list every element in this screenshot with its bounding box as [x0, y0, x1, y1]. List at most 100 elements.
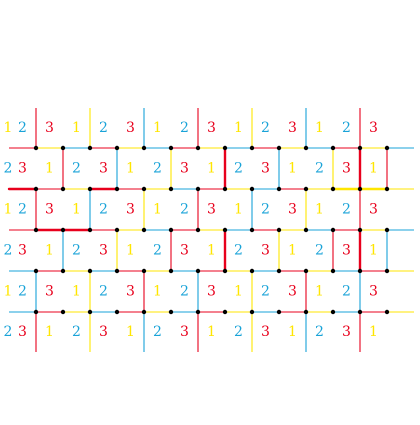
cell-label: 3	[261, 243, 270, 259]
cell-label: 3	[126, 284, 135, 300]
lattice-node	[141, 186, 147, 192]
lattice-node	[384, 186, 390, 192]
cell-label: 2	[180, 202, 189, 218]
lattice-node	[222, 268, 228, 274]
lattice-node	[114, 145, 120, 151]
lattice-node	[249, 309, 255, 315]
lattice-node	[60, 186, 66, 192]
cell-label: 2	[261, 120, 270, 136]
cell-label: 3	[369, 120, 378, 136]
cell-label: 3	[18, 243, 27, 259]
lattice-node	[168, 309, 174, 315]
lattice-node	[141, 268, 147, 274]
cell-label: 1	[153, 120, 162, 136]
lattice-node	[195, 186, 201, 192]
cell-label: 3	[99, 161, 108, 177]
cell-label: 2	[18, 284, 27, 300]
cell-label: 3	[342, 243, 351, 259]
lattice-node	[249, 268, 255, 274]
cell-label: 3	[18, 161, 27, 177]
cell-label: 3	[288, 120, 297, 136]
cell-label: 3	[99, 324, 108, 340]
cell-label: 1	[72, 202, 81, 218]
cell-label: 1	[207, 161, 216, 177]
cell-label: 2	[234, 161, 243, 177]
lattice-node	[33, 309, 39, 315]
cell-label: 1	[234, 202, 243, 218]
lattice-node	[357, 268, 363, 274]
lattice-node	[249, 227, 255, 233]
cell-label: 3	[99, 243, 108, 259]
cell-label: 3	[18, 324, 27, 340]
cell-label: 1	[369, 243, 378, 259]
cell-label: 2	[18, 120, 27, 136]
cell-label: 2	[72, 324, 81, 340]
lattice-node	[276, 186, 282, 192]
lattice-node	[87, 268, 93, 274]
lattice-node	[168, 227, 174, 233]
cell-label: 2	[153, 324, 162, 340]
cell-label: 1	[72, 284, 81, 300]
lattice-node	[60, 145, 66, 151]
lattice-node	[357, 186, 363, 192]
cell-label: 1	[234, 284, 243, 300]
cell-label: 3	[207, 202, 216, 218]
lattice-node	[357, 145, 363, 151]
cell-label: 3	[126, 120, 135, 136]
lattice-node	[249, 145, 255, 151]
cell-label: 2	[234, 324, 243, 340]
cell-label: 2	[4, 324, 13, 340]
lattice-node	[168, 145, 174, 151]
cell-label: 3	[45, 120, 54, 136]
lattice-node	[33, 227, 39, 233]
lattice-node	[357, 227, 363, 233]
cell-label: 3	[180, 243, 189, 259]
cell-label: 1	[126, 161, 135, 177]
lattice-node	[330, 145, 336, 151]
cell-label: 1	[288, 161, 297, 177]
lattice-node	[303, 227, 309, 233]
lattice-node	[141, 309, 147, 315]
lattice-node	[276, 227, 282, 233]
lattice-node	[276, 145, 282, 151]
lattice-node	[303, 309, 309, 315]
lattice-node	[357, 309, 363, 315]
lattice-node	[249, 186, 255, 192]
lattice-node	[330, 309, 336, 315]
cell-label: 1	[288, 243, 297, 259]
cell-label: 3	[288, 202, 297, 218]
lattice-node	[60, 309, 66, 315]
lattice-node	[384, 309, 390, 315]
cell-label: 2	[99, 284, 108, 300]
cell-label: 2	[342, 284, 351, 300]
lattice-node	[195, 145, 201, 151]
lattice-node	[303, 268, 309, 274]
lattice-node	[303, 145, 309, 151]
cell-label: 1	[288, 324, 297, 340]
cell-label: 3	[180, 324, 189, 340]
lattice-node	[114, 268, 120, 274]
lattice-node	[87, 145, 93, 151]
lattice-node	[330, 227, 336, 233]
lattice-node	[60, 227, 66, 233]
lattice-node	[195, 309, 201, 315]
cell-label: 2	[4, 243, 13, 259]
cell-label: 2	[234, 243, 243, 259]
cell-label: 2	[99, 202, 108, 218]
cell-label: 3	[342, 324, 351, 340]
lattice-node	[384, 145, 390, 151]
cell-label: 3	[207, 120, 216, 136]
cell-label: 1	[315, 284, 324, 300]
cell-label: 2	[315, 324, 324, 340]
cell-label: 3	[288, 284, 297, 300]
lattice-node	[222, 145, 228, 151]
cell-label: 2	[4, 161, 13, 177]
cell-label: 1	[207, 324, 216, 340]
cell-label: 3	[126, 202, 135, 218]
lattice-node	[33, 268, 39, 274]
cell-label: 1	[4, 120, 13, 136]
cell-label: 1	[153, 284, 162, 300]
cell-label: 3	[261, 324, 270, 340]
lattice-node	[384, 268, 390, 274]
